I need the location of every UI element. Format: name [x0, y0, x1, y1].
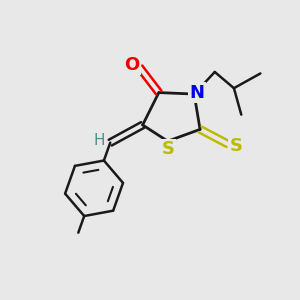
Text: S: S	[162, 140, 175, 158]
Text: H: H	[93, 133, 105, 148]
Text: O: O	[124, 56, 139, 74]
Text: S: S	[230, 136, 243, 154]
Text: N: N	[190, 84, 205, 102]
